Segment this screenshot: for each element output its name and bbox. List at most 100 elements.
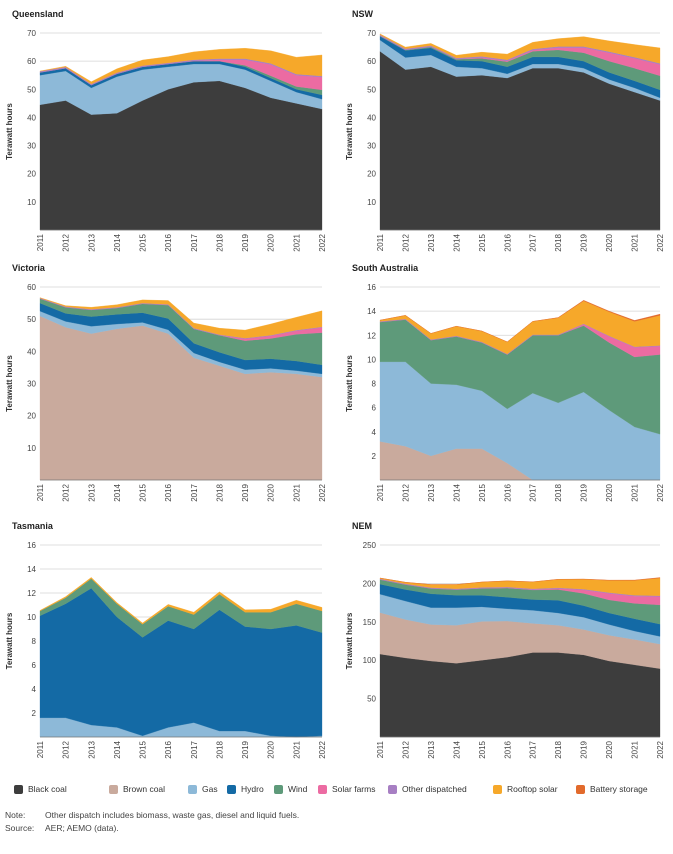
legend-label-wind: Wind <box>288 784 308 794</box>
y-tick-label: 30 <box>27 142 36 151</box>
legend-swatch-battery-storage <box>576 784 585 794</box>
x-tick-label: 2015 <box>478 740 487 758</box>
x-tick-label: 2019 <box>580 233 589 251</box>
y-tick-label: 100 <box>363 656 377 665</box>
chart-tasmania: Tasmania 2 4 6 8 10 12 14 16 Terawatt hours 2011 20… <box>5 521 327 759</box>
legend-item-other-dispatched: Other dispatched <box>388 781 467 797</box>
x-tick-label: 2016 <box>164 233 173 251</box>
y-tick-label: 200 <box>363 579 377 588</box>
x-tick-label: 2014 <box>113 740 122 758</box>
legend-item-brown-coal: Brown coal <box>109 781 165 797</box>
legend-swatch-solar-farms <box>318 784 327 794</box>
y-tick-label: 40 <box>367 113 376 122</box>
legend: Black coal Brown coal Gas Hydro Wind Sol… <box>0 781 673 797</box>
x-tick-label: 2021 <box>292 740 301 758</box>
y-axis-label: Terawatt hours <box>345 355 354 412</box>
y-tick-label: 14 <box>367 307 376 316</box>
legend-label-solar-farms: Solar farms <box>332 784 376 794</box>
y-tick-label: 10 <box>367 198 376 207</box>
legend-swatch-rooftop-solar <box>493 784 502 794</box>
x-tick-label: 2021 <box>631 740 640 758</box>
x-tick-label: 2015 <box>139 740 148 758</box>
x-tick-label: 2020 <box>267 740 276 758</box>
charts-container: Queensland 10 20 30 40 50 60 70 Terawatt hours 20… <box>5 9 665 759</box>
y-axis-label: Terawatt hours <box>345 612 354 669</box>
chart-nsw: NSW 10 20 30 40 50 60 70 Terawatt hours 2011 2012 2… <box>345 9 665 252</box>
x-tick-label: 2013 <box>427 483 436 501</box>
x-tick-label: 2013 <box>87 233 96 251</box>
area-rooftop-solar <box>39 577 323 625</box>
x-tick-label: 2019 <box>241 233 250 251</box>
x-tick-label: 2013 <box>427 233 436 251</box>
x-tick-label: 2012 <box>62 740 71 758</box>
x-tick-label: 2011 <box>36 233 45 251</box>
x-tick-label: 2021 <box>292 233 301 251</box>
y-axis-label: Terawatt hours <box>345 103 354 160</box>
note-text: Other dispatch includes biomass, waste g… <box>45 810 300 820</box>
source-row: Source: AER; AEMO (data). <box>5 822 299 835</box>
x-tick-label: 2014 <box>113 233 122 251</box>
y-tick-label: 16 <box>367 283 376 292</box>
legend-swatch-other-dispatched <box>388 784 397 794</box>
x-tick-label: 2014 <box>452 483 461 501</box>
x-tick-label: 2014 <box>113 483 122 501</box>
x-tick-label: 2011 <box>36 483 45 501</box>
legend-label-other-dispatched: Other dispatched <box>402 784 467 794</box>
chart-victoria: Victoria 10 20 30 40 50 60 Terawatt hours 2011 20… <box>5 263 327 502</box>
x-tick-label: 2019 <box>241 740 250 758</box>
y-tick-label: 50 <box>367 695 376 704</box>
x-tick-label: 2020 <box>267 483 276 501</box>
y-tick-label: 20 <box>27 170 36 179</box>
x-tick-label: 2014 <box>452 740 461 758</box>
x-tick-label: 2019 <box>241 483 250 501</box>
x-tick-label: 2022 <box>656 740 665 758</box>
area-rooftop-solar <box>39 48 323 85</box>
x-tick-label: 2019 <box>580 740 589 758</box>
chart-title: NEM <box>352 521 372 531</box>
x-tick-label: 2018 <box>554 740 563 758</box>
x-tick-label: 2011 <box>376 233 385 251</box>
y-tick-label: 30 <box>367 142 376 151</box>
chart-title: NSW <box>352 9 374 19</box>
x-tick-label: 2021 <box>631 233 640 251</box>
legend-label-rooftop-solar: Rooftop solar <box>507 784 558 794</box>
x-tick-label: 2013 <box>87 483 96 501</box>
x-tick-label: 2015 <box>139 233 148 251</box>
area-rooftop-solar <box>39 297 323 339</box>
x-tick-label: 2015 <box>478 483 487 501</box>
chart-title: Queensland <box>12 9 64 19</box>
x-tick-label: 2016 <box>164 740 173 758</box>
x-tick-label: 2016 <box>164 483 173 501</box>
legend-swatch-black-coal <box>14 784 23 794</box>
y-tick-label: 250 <box>363 541 377 550</box>
legend-item-hydro: Hydro <box>227 781 264 797</box>
x-tick-label: 2021 <box>631 483 640 501</box>
y-tick-label: 150 <box>363 618 377 627</box>
x-tick-label: 2020 <box>605 233 614 251</box>
y-tick-label: 60 <box>27 57 36 66</box>
x-tick-label: 2018 <box>554 233 563 251</box>
y-axis-label: Terawatt hours <box>5 355 14 412</box>
x-tick-label: 2017 <box>529 483 538 501</box>
y-tick-label: 20 <box>27 412 36 421</box>
x-tick-label: 2018 <box>215 740 224 758</box>
note-label: Note: <box>5 810 26 820</box>
legend-label-brown-coal: Brown coal <box>123 784 166 794</box>
legend-swatch-gas <box>188 784 197 794</box>
y-tick-label: 40 <box>27 347 36 356</box>
y-tick-label: 4 <box>32 685 37 694</box>
y-tick-label: 10 <box>367 355 376 364</box>
x-tick-label: 2012 <box>62 233 71 251</box>
x-tick-label: 2020 <box>605 483 614 501</box>
x-tick-label: 2017 <box>190 483 199 501</box>
y-tick-label: 30 <box>27 380 36 389</box>
note-row: Note: Other dispatch includes biomass, w… <box>5 809 299 822</box>
legend-label-battery-storage: Battery storage <box>590 784 648 794</box>
x-tick-label: 2012 <box>401 233 410 251</box>
legend-item-wind: Wind <box>274 781 307 797</box>
x-tick-label: 2015 <box>139 483 148 501</box>
y-tick-label: 2 <box>32 709 37 718</box>
y-tick-label: 50 <box>27 85 36 94</box>
area-rooftop-solar <box>379 33 661 64</box>
legend-label-gas: Gas <box>202 784 218 794</box>
